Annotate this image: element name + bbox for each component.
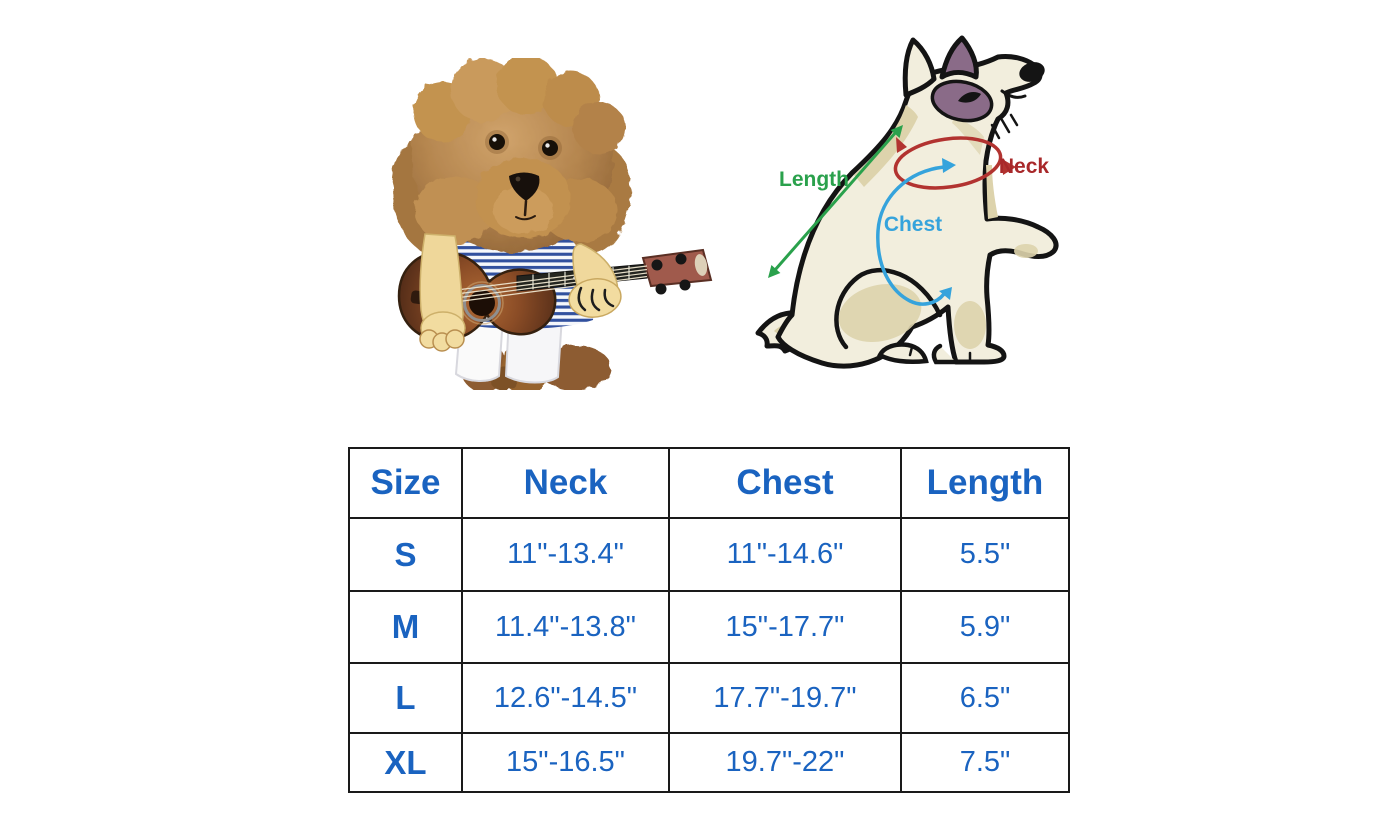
table-row-l: L 12.6"-14.5" 17.7"-19.7" 6.5" — [348, 662, 1070, 734]
cell-neck-m: 11.4"-13.8" — [461, 590, 670, 664]
cell-length-m: 5.9" — [900, 590, 1070, 664]
cell-size-s: S — [348, 517, 463, 592]
cell-size-l: L — [348, 662, 463, 734]
length-label: Length — [779, 168, 849, 191]
product-photo — [385, 55, 715, 394]
measurement-diagram: Length Neck Chest — [740, 25, 1100, 387]
costume-right-arm — [568, 243, 622, 318]
diagram-dog-eye — [958, 92, 981, 103]
dog-costume-illustration — [392, 55, 713, 394]
cell-chest-s: 11"-14.6" — [668, 517, 902, 592]
chest-label: Chest — [884, 213, 942, 236]
cell-length-xl: 7.5" — [900, 732, 1070, 793]
col-header-neck: Neck — [461, 447, 670, 519]
costume-left-arm — [419, 233, 466, 352]
neck-arrow — [893, 136, 1016, 190]
cell-size-xl: XL — [348, 732, 463, 793]
diagram-dog-right-ear — [939, 35, 979, 80]
length-arrow — [768, 125, 903, 278]
table-row-xl: XL 15"-16.5" 19.7"-22" 7.5" — [348, 732, 1070, 793]
col-header-length: Length — [900, 447, 1070, 519]
table-header-row: Size Neck Chest Length — [348, 447, 1070, 519]
cell-neck-l: 12.6"-14.5" — [461, 662, 670, 734]
cell-length-s: 5.5" — [900, 517, 1070, 592]
diagram-dog-left-ear — [902, 37, 937, 98]
cell-length-l: 6.5" — [900, 662, 1070, 734]
dog-head — [392, 55, 631, 254]
diagram-dog-details — [834, 89, 1027, 365]
chest-arrow — [876, 158, 956, 306]
table-row-s: S 11"-13.4" 11"-14.6" 5.5" — [348, 517, 1070, 592]
diagram-dog-nose — [1019, 62, 1045, 82]
measurement-diagram-svg: Length Neck Chest — [755, 35, 1059, 369]
neck-label: Neck — [999, 155, 1050, 178]
size-chart-table: Size Neck Chest Length S 11"-13.4" 11"-1… — [348, 447, 1070, 793]
cell-neck-s: 11"-13.4" — [461, 517, 670, 592]
cell-chest-m: 15"-17.7" — [668, 590, 902, 664]
cell-chest-l: 17.7"-19.7" — [668, 662, 902, 734]
cell-size-m: M — [348, 590, 463, 664]
cell-neck-xl: 15"-16.5" — [461, 732, 670, 793]
table-row-m: M 11.4"-13.8" 15"-17.7" 5.9" — [348, 590, 1070, 664]
col-header-chest: Chest — [668, 447, 902, 519]
cell-chest-xl: 19.7"-22" — [668, 732, 902, 793]
dog-face — [485, 130, 562, 221]
col-header-size: Size — [348, 447, 463, 519]
